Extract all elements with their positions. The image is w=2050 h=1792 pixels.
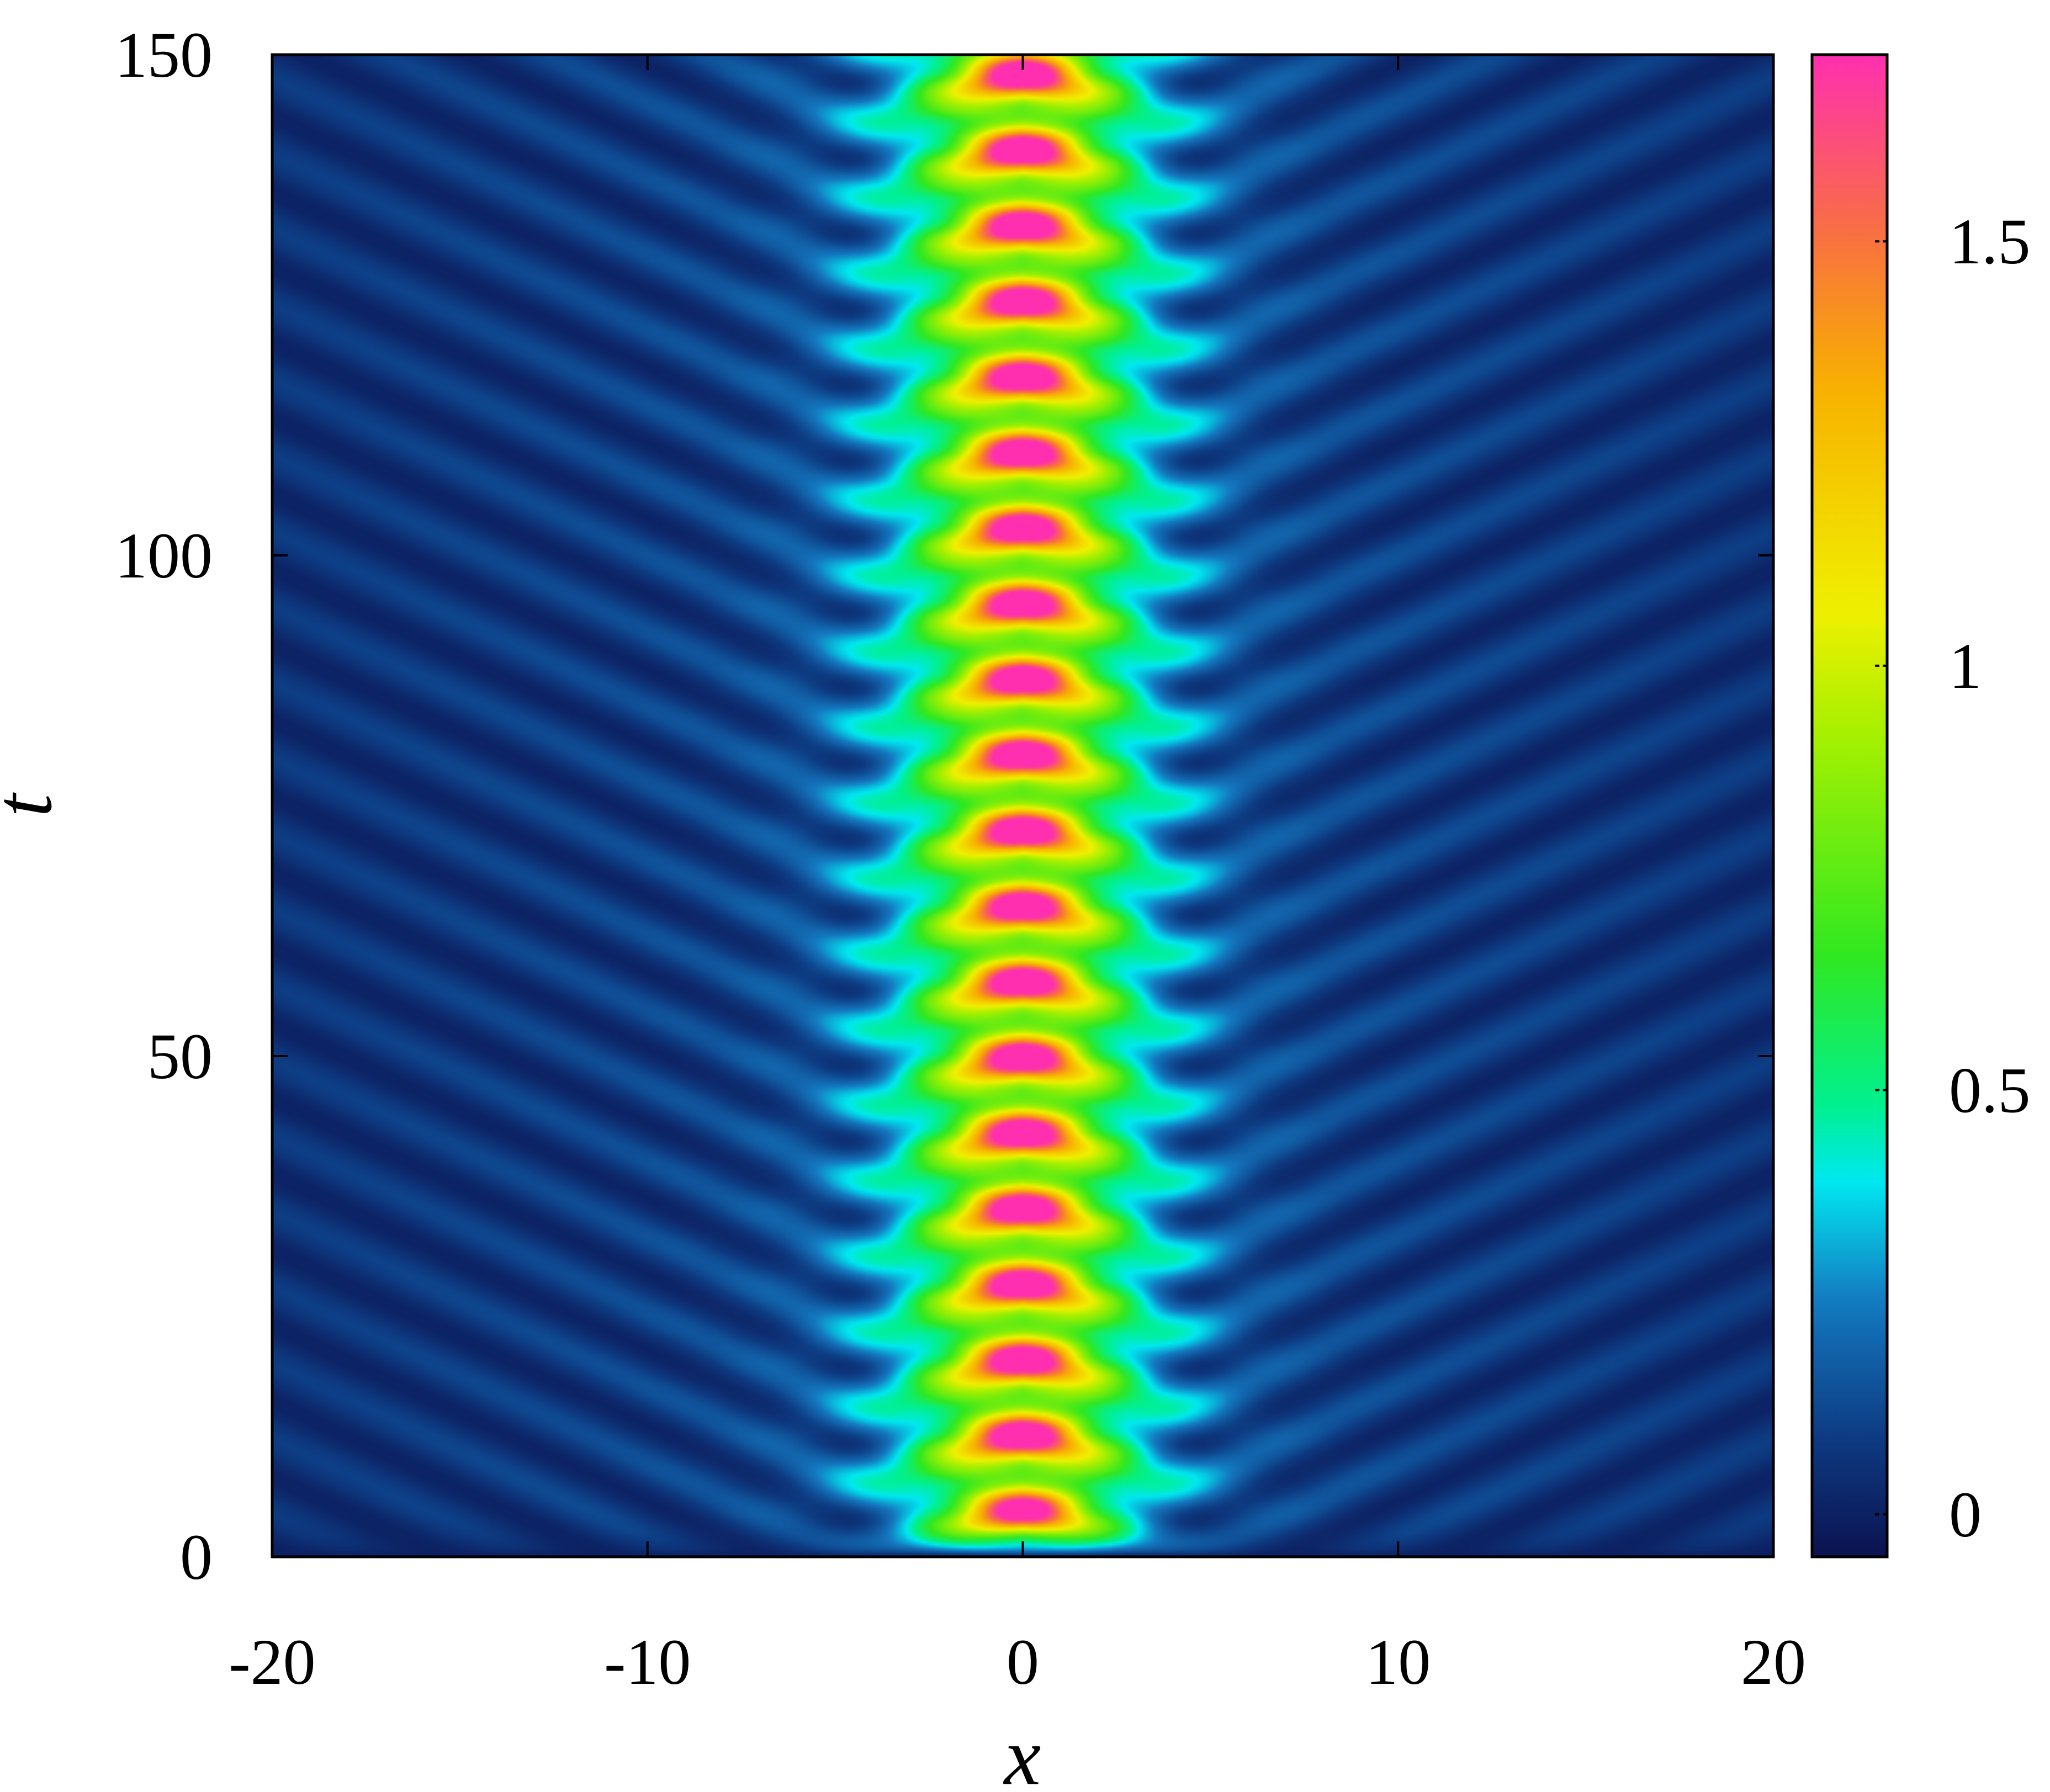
colorbar-frame bbox=[1810, 53, 1889, 1558]
y-tick-label: 150 bbox=[115, 19, 213, 91]
x-tick-label: -20 bbox=[229, 1626, 315, 1698]
colorbar-tick-label: 1 bbox=[1949, 630, 1982, 702]
colorbar-tick-label: 1.5 bbox=[1949, 205, 2031, 278]
colorbar-tick-label: 0.5 bbox=[1949, 1054, 2031, 1126]
colorbar-tick-label: 0 bbox=[1949, 1478, 1982, 1551]
x-axis-title: x bbox=[1003, 1711, 1041, 1792]
y-tick-label: 0 bbox=[180, 1521, 213, 1593]
colorbar-ticks: 0 0.5 1 1.5 bbox=[1874, 205, 2031, 1551]
colorbar bbox=[1812, 55, 1887, 1557]
y-axis-ticks: 0 50 100 150 bbox=[115, 19, 1773, 1593]
x-tick-label: 0 bbox=[1007, 1626, 1039, 1698]
y-axis-title: t bbox=[0, 792, 69, 817]
y-tick-label: 100 bbox=[115, 519, 213, 592]
y-tick-label: 50 bbox=[147, 1020, 213, 1093]
x-tick-label: -10 bbox=[604, 1626, 691, 1698]
x-tick-label: 20 bbox=[1741, 1626, 1806, 1698]
x-tick-label: 10 bbox=[1365, 1626, 1431, 1698]
heatmap-area bbox=[272, 55, 1773, 1557]
x-axis-ticks: -20 -10 0 10 20 bbox=[229, 55, 1806, 1698]
heatmap-image bbox=[272, 55, 1773, 1557]
